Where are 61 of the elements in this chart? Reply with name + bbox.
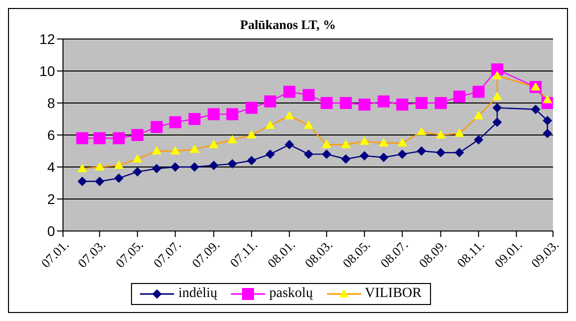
point	[341, 154, 350, 164]
point	[340, 97, 352, 109]
point	[453, 90, 466, 103]
point	[95, 176, 104, 186]
point	[284, 140, 294, 150]
point	[434, 97, 447, 109]
point	[264, 95, 276, 108]
point	[436, 148, 446, 158]
point	[474, 135, 484, 144]
point	[542, 116, 552, 126]
point	[491, 63, 504, 76]
point	[246, 102, 258, 114]
point	[396, 98, 408, 111]
point	[416, 97, 428, 109]
y-tick-label: 0	[47, 222, 56, 239]
point	[472, 86, 485, 98]
point	[302, 89, 315, 101]
point	[170, 162, 180, 172]
y-tick-label: 6	[47, 126, 56, 143]
point	[169, 116, 182, 128]
y-tick-label: 8	[47, 94, 56, 111]
point	[188, 113, 200, 125]
point	[228, 159, 237, 168]
y-tick-label: 12	[39, 30, 56, 47]
point	[190, 162, 199, 172]
point	[398, 150, 407, 159]
y-tick-label: 4	[47, 158, 56, 175]
point	[112, 132, 125, 144]
point	[417, 146, 426, 156]
chart-title: Palūkanos LT, %	[240, 17, 336, 32]
point	[247, 156, 256, 166]
point	[78, 176, 87, 186]
point	[114, 174, 124, 183]
point	[492, 118, 502, 127]
point	[226, 108, 238, 120]
legend-label: VILIBOR	[364, 286, 422, 302]
point	[378, 95, 390, 108]
point	[283, 86, 296, 98]
point	[208, 108, 220, 120]
point	[94, 132, 106, 144]
point	[266, 150, 275, 159]
point	[304, 150, 314, 159]
legend-label: indėlių	[177, 286, 218, 302]
y-tick-label: 2	[47, 190, 56, 207]
point	[454, 148, 464, 158]
point	[531, 104, 540, 114]
point	[132, 167, 142, 176]
legend-label: paskolų	[268, 286, 313, 302]
point	[209, 160, 218, 170]
y-tick-label: 10	[39, 62, 56, 79]
point	[358, 98, 370, 111]
point	[542, 128, 552, 138]
point	[131, 129, 144, 141]
point	[150, 121, 163, 133]
point	[76, 132, 88, 144]
point	[152, 164, 162, 174]
point	[360, 151, 369, 160]
point	[379, 152, 388, 162]
point	[492, 103, 502, 112]
point	[320, 97, 333, 109]
point	[322, 150, 332, 159]
